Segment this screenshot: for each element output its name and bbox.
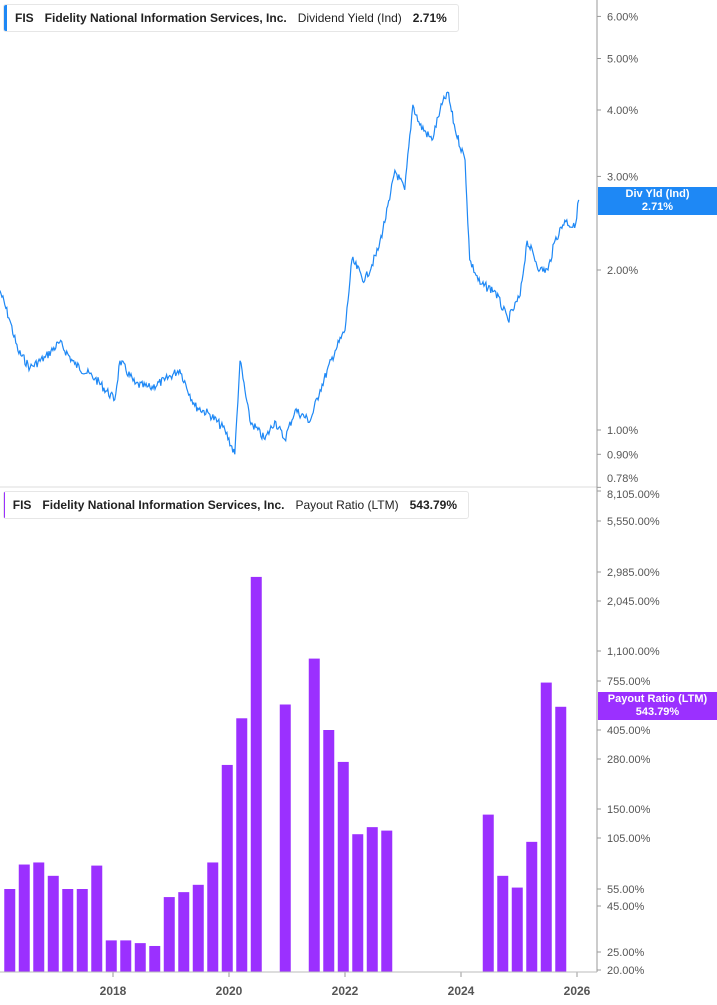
payout-tag-label: Payout Ratio (LTM) (607, 693, 708, 705)
payout-bar (250, 576, 262, 972)
x-axis: 2018 2020 2022 2024 2026 (100, 972, 591, 998)
payout-bar (105, 940, 117, 972)
payout-legend-swatch (4, 492, 5, 518)
payout-bar (163, 897, 175, 972)
x-tick-label: 2020 (216, 984, 243, 998)
payout-bar (511, 887, 523, 972)
y-tick-label: 0.78% (607, 473, 638, 485)
legend-ticker: FIS (15, 11, 34, 25)
y-tick-label: 55.00% (607, 884, 645, 896)
payout-axis: 8,105.00% 5,550.00% 2,985.00% 2,045.00% 1,10… (597, 489, 660, 977)
y-tick-label: 20.00% (607, 965, 645, 977)
payout-bar (221, 764, 233, 972)
payout-bar (192, 884, 204, 972)
yield-legend-swatch (4, 5, 7, 31)
payout-tag-value: 543.79% (635, 706, 680, 718)
y-tick-label: 5,550.00% (607, 516, 660, 528)
y-tick-label: 5.00% (607, 53, 638, 65)
payout-legend[interactable]: FIS Fidelity National Information Servic… (3, 491, 469, 519)
x-tick-label: 2018 (100, 984, 127, 998)
legend-company: Fidelity National Information Services, … (44, 11, 287, 25)
payout-bar (149, 945, 161, 972)
payout-bar (366, 827, 378, 972)
y-tick-label: 150.00% (607, 804, 651, 816)
legend-metric: Dividend Yield (Ind) (297, 11, 402, 25)
payout-bar (352, 834, 364, 972)
payout-bar (76, 889, 88, 972)
y-tick-label: 2,045.00% (607, 596, 660, 608)
y-tick-label: 405.00% (607, 725, 651, 737)
yield-legend[interactable]: FIS Fidelity National Information Servic… (3, 4, 459, 32)
legend-ticker: FIS (12, 498, 32, 512)
y-tick-label: 2.00% (607, 265, 638, 277)
legend-value: 543.79% (409, 498, 457, 512)
payout-bar (308, 658, 320, 972)
y-tick-label: 280.00% (607, 754, 651, 766)
y-tick-label: 8,105.00% (607, 489, 660, 501)
payout-bars (4, 576, 567, 972)
y-tick-label: 105.00% (607, 833, 651, 845)
y-tick-label: 0.90% (607, 449, 638, 461)
x-tick-label: 2024 (448, 984, 475, 998)
y-tick-label: 6.00% (607, 11, 638, 23)
payout-bar (540, 682, 552, 972)
payout-bar (4, 889, 16, 972)
y-tick-label: 3.00% (607, 171, 638, 183)
payout-bar (526, 841, 538, 972)
yield-axis: 6.00% 5.00% 4.00% 3.00% 2.00% 1.00% 0.90% 0.78% (597, 11, 638, 488)
payout-bar (497, 875, 509, 972)
y-tick-label: 755.00% (607, 676, 651, 688)
payout-price-tag: Payout Ratio (LTM) 543.79% (598, 692, 717, 720)
payout-bar (381, 830, 393, 972)
payout-bar (47, 875, 59, 972)
payout-bar (482, 814, 494, 972)
payout-bar (33, 862, 45, 972)
legend-value: 2.71% (412, 11, 447, 25)
yield-tag-label: Div Yld (Ind) (625, 188, 690, 200)
y-tick-label: 4.00% (607, 105, 638, 117)
legend-metric: Payout Ratio (LTM) (295, 498, 399, 512)
y-tick-label: 45.00% (607, 901, 645, 913)
y-tick-label: 1,100.00% (607, 646, 660, 658)
dividend-yield-line (0, 91, 580, 455)
payout-bar (236, 718, 248, 972)
payout-bar (62, 889, 74, 972)
yield-price-tag: Div Yld (Ind) 2.71% (598, 187, 717, 215)
x-tick-label: 2022 (332, 984, 359, 998)
legend-company: Fidelity National Information Services, … (42, 498, 285, 512)
payout-bar (134, 943, 146, 972)
yield-tag-value: 2.71% (641, 201, 674, 213)
y-tick-label: 25.00% (607, 947, 645, 959)
payout-bar (337, 761, 349, 972)
x-tick-label: 2026 (564, 984, 591, 998)
payout-bar (91, 865, 103, 972)
payout-bar (207, 862, 219, 972)
payout-bar (120, 940, 132, 972)
payout-bar (18, 864, 30, 972)
payout-bar (323, 730, 335, 972)
y-tick-label: 2,985.00% (607, 567, 660, 579)
payout-bar (279, 704, 291, 972)
payout-bar (178, 892, 190, 972)
payout-bar (555, 706, 567, 972)
y-tick-label: 1.00% (607, 425, 638, 437)
